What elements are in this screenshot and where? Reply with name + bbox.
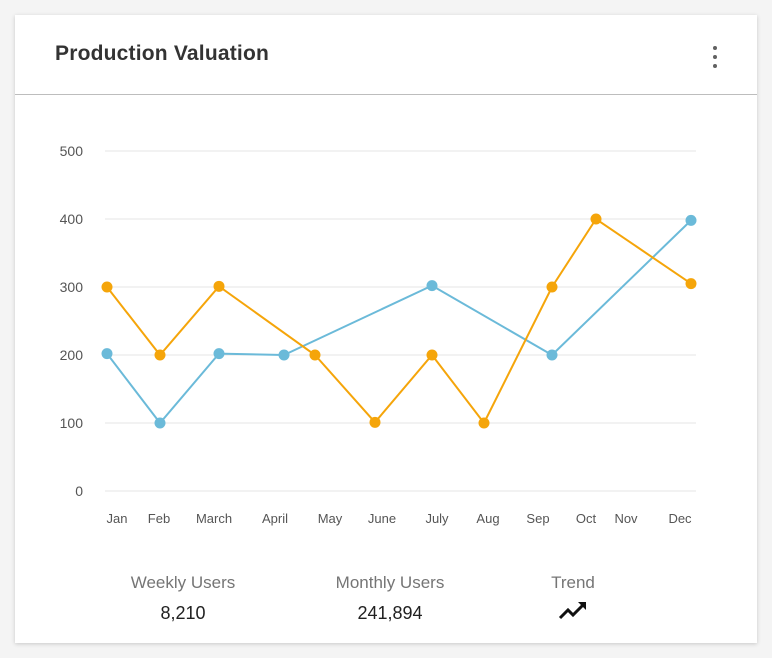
- x-tick-label: April: [262, 511, 288, 526]
- x-tick-label: Feb: [148, 511, 170, 526]
- data-point[interactable]: [101, 281, 113, 293]
- x-tick-label: Nov: [614, 511, 638, 526]
- card-title: Production Valuation: [55, 42, 270, 65]
- stat-value: 8,210: [160, 603, 206, 623]
- kebab-menu-icon[interactable]: [705, 46, 725, 68]
- chart-card: Production Valuation 0 100 200 300 400 500 Ja…: [15, 15, 757, 643]
- x-tick-label: March: [196, 511, 232, 526]
- data-point[interactable]: [213, 348, 225, 360]
- data-point[interactable]: [685, 214, 697, 226]
- y-tick-label: 100: [60, 415, 84, 431]
- y-tick-label: 0: [75, 483, 83, 499]
- stat-value: 241,894: [357, 603, 423, 623]
- stat-label: Trend: [551, 573, 595, 592]
- x-axis-ticks: Jan Feb March April May June July Aug Sep Oct Nov D…: [107, 511, 693, 526]
- data-point[interactable]: [154, 417, 166, 429]
- stat-monthly-users: Monthly Users 241,894: [290, 573, 490, 624]
- series-lines: [101, 213, 697, 429]
- stat-weekly-users: Weekly Users 8,210: [83, 573, 283, 624]
- data-point[interactable]: [309, 349, 321, 361]
- x-tick-label: Jan: [107, 511, 128, 526]
- y-tick-label: 300: [60, 279, 84, 295]
- data-point[interactable]: [546, 281, 558, 293]
- data-point[interactable]: [369, 416, 381, 428]
- x-tick-label: Sep: [526, 511, 549, 526]
- y-tick-label: 200: [60, 347, 84, 363]
- data-point[interactable]: [154, 349, 166, 361]
- stat-label: Weekly Users: [130, 573, 236, 592]
- series-0: [101, 214, 697, 429]
- data-point[interactable]: [213, 280, 225, 292]
- series-line: [106, 217, 692, 425]
- data-point[interactable]: [426, 349, 438, 361]
- y-axis-ticks: 0 100 200 300 400 500: [60, 143, 84, 499]
- y-tick-label: 500: [60, 143, 84, 159]
- x-tick-label: Dec: [668, 511, 692, 526]
- data-point[interactable]: [426, 280, 438, 292]
- data-point[interactable]: [101, 348, 113, 360]
- x-tick-label: July: [425, 511, 449, 526]
- gridlines: [105, 150, 696, 492]
- series-1: [101, 213, 697, 429]
- stat-trend: Trend: [473, 573, 673, 626]
- x-tick-label: Oct: [576, 511, 597, 526]
- trending-up-icon: [558, 602, 586, 620]
- data-point[interactable]: [590, 213, 602, 225]
- stat-label: Monthly Users: [335, 573, 445, 592]
- x-tick-label: June: [368, 511, 396, 526]
- data-point[interactable]: [478, 417, 490, 429]
- line-chart: 0 100 200 300 400 500 Jan Feb March April May June…: [60, 143, 697, 526]
- x-tick-label: May: [318, 511, 343, 526]
- data-point[interactable]: [278, 349, 290, 361]
- data-point[interactable]: [685, 278, 697, 290]
- x-tick-label: Aug: [476, 511, 499, 526]
- y-tick-label: 400: [60, 211, 84, 227]
- card-header: Production Valuation: [15, 15, 757, 95]
- data-point[interactable]: [546, 349, 558, 361]
